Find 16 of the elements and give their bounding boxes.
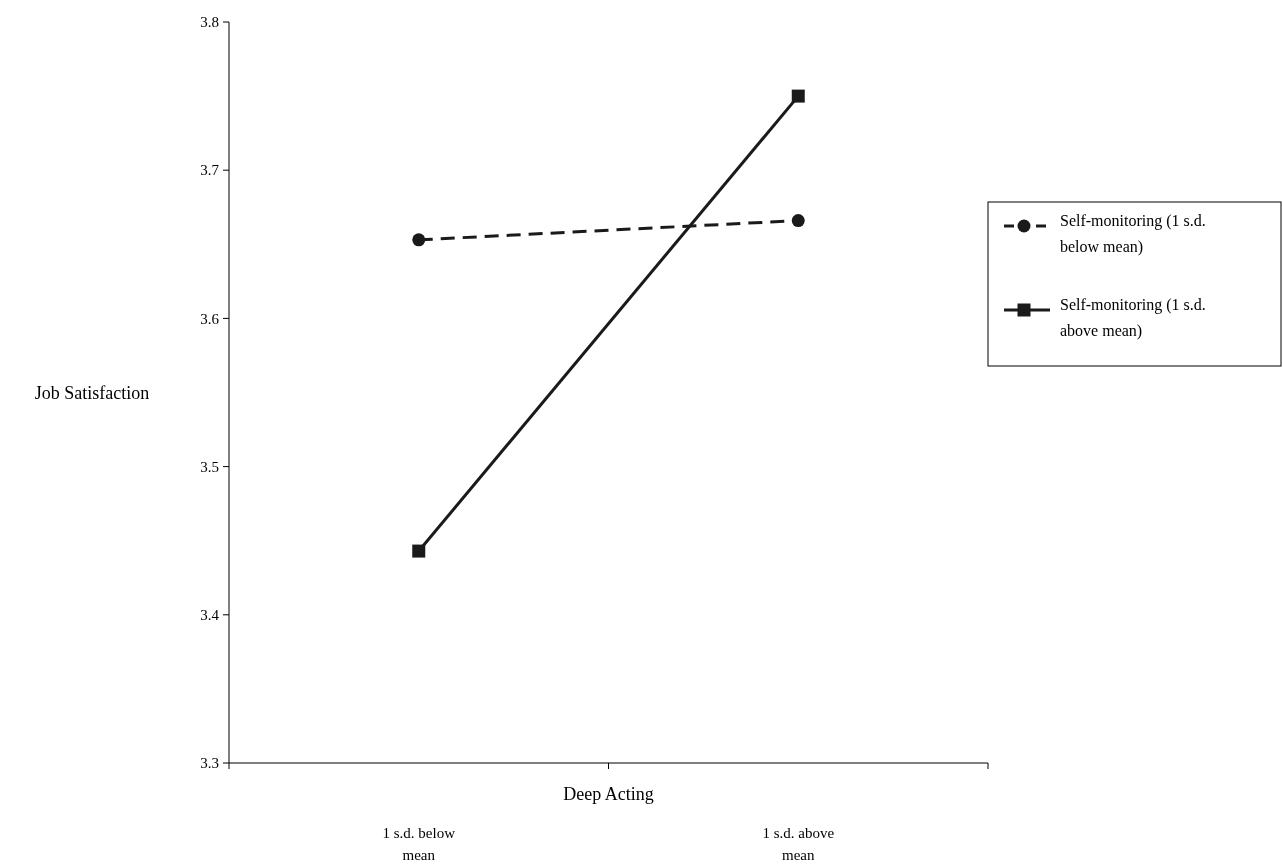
point — [412, 233, 426, 247]
legend-label: Self-monitoring (1 s.d. below mean) — [1060, 212, 1206, 256]
x-tick-label: 1 s.d. below mean — [382, 825, 456, 863]
y-tick-label: 3.4 — [200, 607, 220, 624]
point — [791, 214, 805, 228]
y-tick-label: 3.6 — [200, 310, 220, 327]
legend-label: Self-monitoring (1 s.d. above mean) — [1060, 296, 1206, 340]
x-tick-label: 1 s.d. above mean — [762, 825, 835, 863]
y-axis-title: Job Satisfaction — [34, 382, 150, 403]
y-tick-label: 3.8 — [200, 14, 219, 31]
y-tick-label: 3.3 — [200, 755, 219, 772]
y-tick-label: 3.7 — [200, 162, 220, 179]
x-axis-title: Deep Acting — [563, 784, 654, 804]
point — [412, 544, 426, 558]
y-tick-label: 3.5 — [200, 458, 219, 475]
point — [791, 89, 805, 103]
